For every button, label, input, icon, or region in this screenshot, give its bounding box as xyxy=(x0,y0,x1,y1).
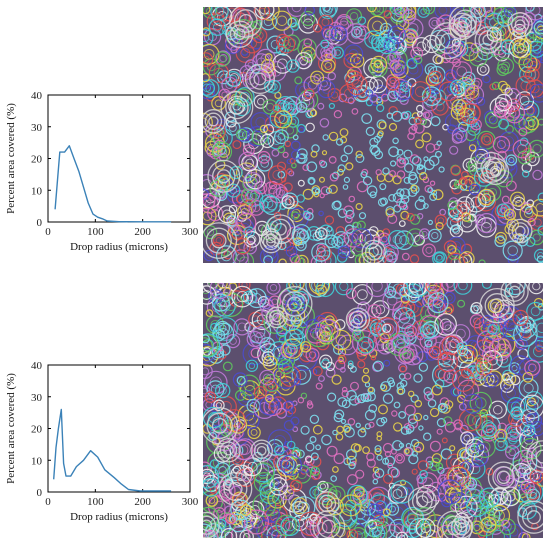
x-tick-label: 300 xyxy=(182,226,199,238)
y-axis-label: Percent area covered (%) xyxy=(5,373,17,484)
x-tick-label: 100 xyxy=(87,226,104,238)
chart-svg: 0 100 200 300 0 10 20 30 40 Drop radius (microns)… xyxy=(5,90,199,253)
droplet-texture xyxy=(203,283,543,538)
x-tick-label: 300 xyxy=(182,496,199,508)
x-axis-label: Drop radius (microns) xyxy=(70,511,168,523)
x-tick-label: 0 xyxy=(45,496,51,508)
y-tick-label: 0 xyxy=(37,217,43,229)
y-tick-label: 10 xyxy=(31,455,43,467)
chart-top: 0 100 200 300 0 10 20 30 40 Drop radius (microns)… xyxy=(0,80,200,280)
x-tick-label: 200 xyxy=(134,226,151,238)
y-tick-label: 40 xyxy=(31,90,43,102)
x-tick-label: 200 xyxy=(134,496,151,508)
chart-bottom: 0 100 200 300 0 10 20 30 40 Drop radius (microns)… xyxy=(0,350,200,550)
plot-frame xyxy=(47,94,191,223)
y-tick-label: 0 xyxy=(37,487,43,499)
series-line-0 xyxy=(53,408,172,492)
y-tick-label: 30 xyxy=(31,392,43,404)
chart-svg: 0 100 200 300 0 10 20 30 40 Drop radius (microns)… xyxy=(5,360,199,523)
y-axis-label: Percent area covered (%) xyxy=(5,103,17,214)
microscopy-image-bottom xyxy=(203,283,543,538)
y-tick-label: 20 xyxy=(31,154,43,166)
microscopy-image-top xyxy=(203,7,543,263)
x-axis-label: Drop radius (microns) xyxy=(70,241,168,253)
droplet-texture xyxy=(203,7,543,263)
y-tick-label: 20 xyxy=(31,424,43,436)
plot-frame xyxy=(47,364,191,493)
y-tick-label: 40 xyxy=(31,360,43,372)
x-tick-label: 0 xyxy=(45,226,51,238)
y-tick-label: 30 xyxy=(31,122,43,134)
x-tick-label: 100 xyxy=(87,496,104,508)
series-line-0 xyxy=(54,145,172,223)
y-tick-label: 10 xyxy=(31,185,43,197)
